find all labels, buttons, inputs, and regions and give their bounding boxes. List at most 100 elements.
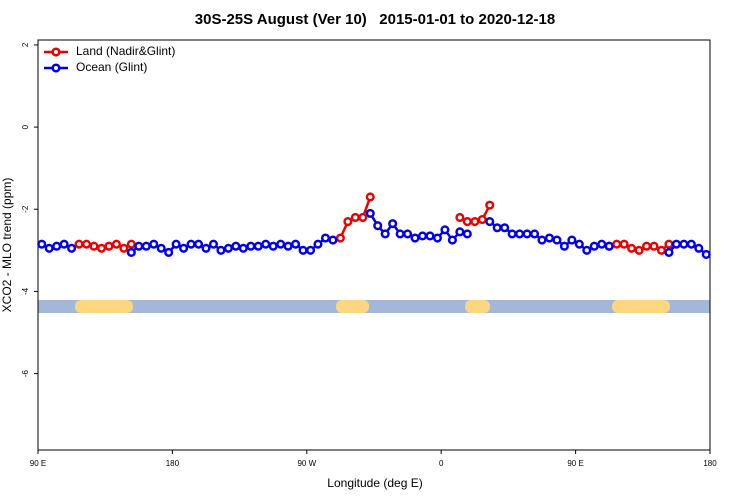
data-point	[134, 241, 144, 251]
data-point	[507, 229, 517, 239]
data-point	[537, 235, 547, 245]
y-tick-label: 2	[21, 42, 30, 47]
x-tick-label: 180	[166, 459, 180, 468]
y-axis-label: XCO2 - MLO trend (ppm)	[0, 178, 14, 313]
data-point	[193, 239, 204, 249]
x-axis-label: Longitude (deg E)	[327, 476, 422, 490]
data-point	[440, 225, 450, 235]
data-point	[694, 243, 704, 253]
data-point	[686, 239, 696, 249]
data-point	[627, 243, 637, 253]
data-point	[156, 243, 166, 253]
data-point	[37, 239, 47, 249]
data-point	[179, 243, 189, 253]
data-point	[350, 212, 360, 223]
data-point	[612, 239, 622, 249]
ocean-band	[38, 300, 710, 313]
data-point	[328, 235, 338, 245]
legend-label: Ocean (Glint)	[76, 60, 147, 74]
y-tick-label: -2	[21, 205, 30, 213]
data-point	[582, 245, 592, 255]
data-point	[522, 229, 532, 239]
data-point	[358, 212, 368, 223]
data-point	[335, 233, 345, 243]
data-point	[492, 223, 502, 233]
data-point	[208, 239, 219, 249]
data-point	[455, 227, 465, 237]
data-point	[544, 233, 555, 243]
data-point	[81, 239, 92, 249]
data-point	[462, 229, 472, 239]
data-point	[552, 235, 562, 245]
surface-band	[38, 300, 710, 313]
legend-marker	[51, 63, 61, 73]
data-point	[283, 241, 293, 251]
data-point	[619, 239, 629, 249]
data-point	[529, 229, 540, 239]
data-point	[119, 243, 129, 253]
data-point	[238, 243, 248, 253]
data-point	[515, 229, 525, 239]
data-point	[634, 245, 644, 255]
x-tick-label: 0	[439, 459, 444, 468]
x-tick-label: 90 E	[30, 459, 46, 468]
data-point	[656, 245, 667, 255]
data-point	[320, 233, 331, 243]
data-point	[432, 233, 443, 243]
y-tick-label: 0	[21, 124, 30, 129]
chart-title: 30S-25S August (Ver 10) 2015-01-01 to 20…	[195, 11, 555, 28]
data-point	[365, 192, 375, 202]
data-point	[305, 245, 316, 255]
x-tick-label: 90 E	[567, 459, 583, 468]
data-point	[500, 223, 510, 233]
data-point	[477, 214, 487, 225]
data-point	[664, 239, 674, 249]
data-point	[216, 245, 226, 255]
data-point	[574, 239, 584, 249]
legend-marker	[51, 47, 61, 57]
data-point	[701, 249, 711, 259]
data-point	[380, 229, 390, 239]
data-point	[410, 233, 420, 243]
data-point	[201, 243, 211, 253]
data-point	[470, 217, 480, 227]
data-point	[388, 219, 398, 229]
data-point	[365, 208, 375, 218]
data-point	[186, 239, 196, 249]
data-point	[261, 239, 271, 249]
data-point	[559, 241, 569, 251]
data-point	[223, 243, 233, 253]
data-point	[246, 241, 256, 251]
data-point	[89, 241, 99, 251]
data-point	[268, 241, 278, 251]
data-point	[126, 247, 136, 257]
data-point	[141, 241, 151, 251]
data-point	[111, 239, 121, 249]
data-point	[96, 243, 107, 253]
data-point	[291, 239, 301, 249]
data-point	[395, 229, 405, 239]
data-point	[485, 217, 495, 227]
data-point	[641, 241, 652, 251]
data-point	[589, 241, 599, 251]
data-point	[52, 241, 62, 251]
data-point	[455, 212, 465, 223]
data-point	[171, 239, 181, 249]
data-point	[373, 221, 383, 231]
data-point	[671, 239, 681, 249]
data-point	[485, 200, 495, 210]
data-point	[417, 231, 428, 241]
data-point	[59, 239, 69, 249]
data-point	[403, 229, 413, 239]
data-point	[44, 243, 54, 253]
data-point	[104, 241, 114, 251]
data-point	[462, 217, 472, 227]
y-tick-label: -4	[21, 287, 30, 295]
land-band	[336, 300, 369, 313]
data-point	[679, 239, 689, 249]
data-point	[313, 239, 323, 249]
data-point	[74, 239, 84, 249]
data-point	[343, 217, 353, 227]
land-band	[465, 300, 490, 313]
